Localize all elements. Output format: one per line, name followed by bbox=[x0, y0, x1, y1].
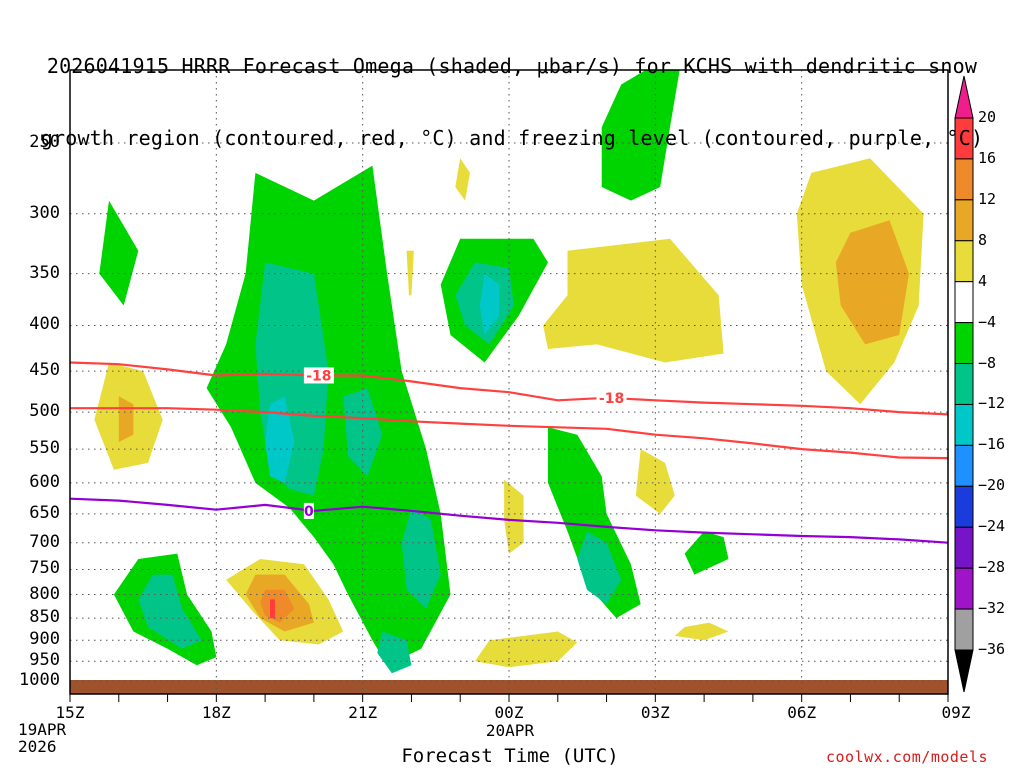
colorbar-label: −32 bbox=[978, 599, 1006, 618]
colorbar-label: −4 bbox=[978, 312, 997, 331]
y-tick-label: 600 bbox=[29, 471, 60, 492]
colorbar-bin-m32_m28 bbox=[954, 567, 974, 610]
colorbar-label: 12 bbox=[978, 189, 997, 208]
colorbar-bin-8_12 bbox=[954, 199, 974, 242]
x-start-year: 2026 bbox=[18, 737, 57, 756]
contour-label: 0 bbox=[304, 504, 314, 520]
colorbar-label: −20 bbox=[978, 476, 1006, 495]
colorbar-label: 16 bbox=[978, 148, 997, 167]
y-tick-label: 300 bbox=[29, 202, 60, 223]
ground-surface bbox=[70, 680, 948, 694]
colorbar-bin-m28_m24 bbox=[954, 526, 974, 569]
omega-region-8_12 bbox=[118, 396, 134, 442]
omega-region-m12_m8 bbox=[377, 631, 412, 674]
omega-region-m12_m8 bbox=[343, 388, 383, 477]
omega-region-m12_m8 bbox=[138, 574, 202, 649]
contour-dendritic-growth-upper bbox=[69, 361, 949, 416]
colorbar-bin-m8_m4 bbox=[954, 322, 974, 365]
x-tick-label: 15Z bbox=[55, 703, 85, 722]
omega-region-16_20 bbox=[270, 599, 275, 619]
x-tick-label: 06Z bbox=[787, 703, 817, 722]
colorbar bbox=[954, 75, 974, 693]
y-tick-label: 650 bbox=[29, 502, 60, 523]
y-tick-label: 900 bbox=[29, 629, 60, 650]
omega-region-m8_m4 bbox=[684, 531, 729, 575]
colorbar-bin-m16_m12 bbox=[954, 403, 974, 446]
title-line-1: 2026041915 HRRR Forecast Omega (shaded, … bbox=[46, 54, 978, 78]
omega-region-4_8 bbox=[543, 238, 724, 363]
x-tick-label: 21Z bbox=[348, 703, 378, 722]
y-tick-label: 700 bbox=[29, 531, 60, 552]
plot-frame bbox=[69, 69, 949, 695]
colorbar-label: −36 bbox=[978, 640, 1006, 658]
y-tick-label: 250 bbox=[29, 132, 60, 152]
chart-title: 2026041915 HRRR Forecast Omega (shaded, … bbox=[0, 6, 1024, 174]
colorbar-bin-m36_m32 bbox=[954, 608, 974, 651]
colorbar-label: 8 bbox=[978, 230, 988, 249]
contour-label-bg bbox=[596, 389, 627, 406]
omega-region-4_8 bbox=[455, 158, 470, 201]
x-start-date: 19APR bbox=[18, 720, 67, 739]
contour-label: -18 bbox=[599, 391, 624, 407]
grid-lines bbox=[69, 70, 949, 702]
x-axis-title: Forecast Time (UTC) bbox=[401, 745, 619, 767]
contour-label-bg bbox=[303, 502, 314, 519]
omega-region-m16_m12 bbox=[265, 396, 295, 483]
y-tick-label: 400 bbox=[29, 314, 60, 335]
x-tick-label: 00Z bbox=[494, 703, 524, 722]
y-tick-label: 350 bbox=[29, 262, 60, 283]
credit-text: coolwx.com/models bbox=[826, 748, 989, 766]
contour-label: -18 bbox=[306, 368, 331, 384]
temperature-contours: -18 -18 0 bbox=[69, 361, 949, 544]
contour-label-bg bbox=[303, 367, 334, 384]
colorbar-label: 4 bbox=[978, 271, 988, 290]
y-tick-label: 550 bbox=[29, 438, 60, 459]
colorbar-bin-m20_m16 bbox=[954, 444, 974, 487]
colorbar-bottom-arrow bbox=[954, 649, 974, 693]
omega-region-4_8 bbox=[674, 622, 729, 641]
omega-region-4_8 bbox=[635, 449, 675, 514]
x-mid-date: 20APR bbox=[485, 721, 535, 740]
y-tick-label: 850 bbox=[29, 607, 60, 628]
y-tick-label: 1000 bbox=[19, 670, 60, 691]
y-tick-label: 750 bbox=[29, 558, 60, 579]
omega-region-m16_m12 bbox=[479, 273, 500, 335]
colorbar-label: −16 bbox=[978, 435, 1006, 454]
y-tick-label: 450 bbox=[29, 360, 60, 381]
omega-region-4_8 bbox=[406, 250, 414, 296]
colorbar-bin-m4_4 bbox=[954, 281, 974, 324]
x-tick-label: 18Z bbox=[201, 703, 231, 722]
colorbar-bin-m24_m20 bbox=[954, 485, 974, 528]
y-tick-label: 800 bbox=[29, 583, 60, 604]
colorbar-label: −12 bbox=[978, 394, 1006, 413]
contour-freezing-level bbox=[69, 497, 949, 544]
contour-dendritic-growth-lower bbox=[70, 407, 949, 460]
y-tick-label: 500 bbox=[29, 401, 60, 422]
omega-region-m12_m8 bbox=[401, 507, 441, 609]
x-tick-label: 03Z bbox=[640, 703, 670, 722]
y-tick-label: 950 bbox=[29, 650, 60, 671]
x-tick-label: 09Z bbox=[941, 703, 971, 722]
omega-region-12_16 bbox=[260, 589, 295, 623]
colorbar-bin-4_8 bbox=[954, 240, 974, 283]
colorbar-bin-m12_m8 bbox=[954, 363, 974, 405]
omega-region-m8_m4 bbox=[601, 70, 680, 201]
colorbar-label: −8 bbox=[978, 353, 997, 372]
omega-region-4_8 bbox=[504, 479, 524, 554]
colorbar-label: −28 bbox=[978, 558, 1006, 577]
omega-region-m12_m8 bbox=[577, 531, 622, 605]
omega-region-8_12 bbox=[835, 220, 909, 345]
colorbar-label: −24 bbox=[978, 517, 1006, 536]
title-line-2: growth region (contoured, red, °C) and f… bbox=[40, 126, 984, 150]
omega-region-4_8 bbox=[474, 631, 578, 668]
omega-region-m8_m4 bbox=[99, 200, 139, 306]
colorbar-label: 20 bbox=[978, 108, 997, 126]
omega-shaded-regions bbox=[94, 70, 924, 674]
